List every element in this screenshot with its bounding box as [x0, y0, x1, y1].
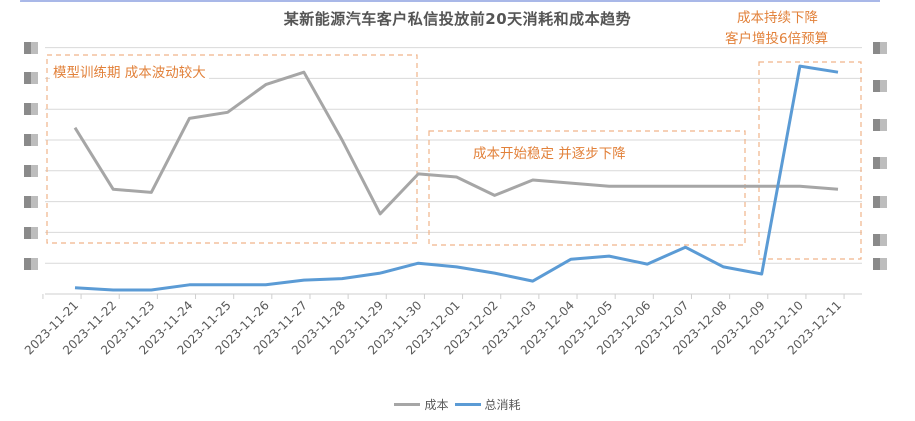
cost-series-line — [73, 70, 839, 216]
legend-label-cost: 成本 — [424, 398, 449, 412]
chart-legend: 成本 总消耗 — [0, 396, 915, 413]
obscured-tick-label — [873, 258, 887, 270]
gridlines — [45, 47, 862, 295]
annotation-cost-stabilizing: 成本开始稳定 并逐步下降 — [470, 145, 629, 164]
legend-item-cost[interactable]: 成本 — [394, 396, 449, 413]
obscured-tick-label — [24, 258, 38, 270]
legend-item-spend[interactable]: 总消耗 — [454, 396, 521, 413]
annotation-budget-increase: 客户增投6倍预算 — [725, 31, 829, 47]
obscured-tick-label — [24, 165, 38, 177]
obscured-tick-label — [24, 103, 38, 115]
obscured-tick-label — [24, 72, 38, 84]
spend-series-line — [74, 64, 839, 292]
obscured-tick-label — [873, 80, 887, 92]
annotation-boxes — [46, 54, 862, 260]
obscured-tick-label — [873, 157, 887, 169]
obscured-tick-label — [24, 196, 38, 208]
obscured-tick-label — [24, 134, 38, 146]
obscured-tick-label — [873, 42, 887, 54]
spend-swatch-icon — [454, 403, 481, 406]
obscured-tick-label — [873, 119, 887, 131]
annotation-cost-declining: 成本持续下降 — [737, 10, 818, 26]
x-axis-ticks — [42, 294, 845, 299]
x-axis-labels: 2023-11-212023-11-222023-11-232023-11-24… — [22, 298, 844, 357]
obscured-tick-label — [24, 42, 38, 54]
obscured-tick-label — [24, 227, 38, 239]
obscured-tick-label — [873, 234, 887, 246]
cost-swatch-icon — [394, 403, 421, 406]
obscured-tick-label — [873, 196, 887, 208]
legend-label-spend: 总消耗 — [484, 398, 521, 412]
top-accent-line — [20, 0, 880, 2]
annotation-training-period: 模型训练期 成本波动较大 — [50, 64, 209, 83]
chart-title: 某新能源汽车客户私信投放前20天消耗和成本趋势 — [283, 10, 632, 28]
